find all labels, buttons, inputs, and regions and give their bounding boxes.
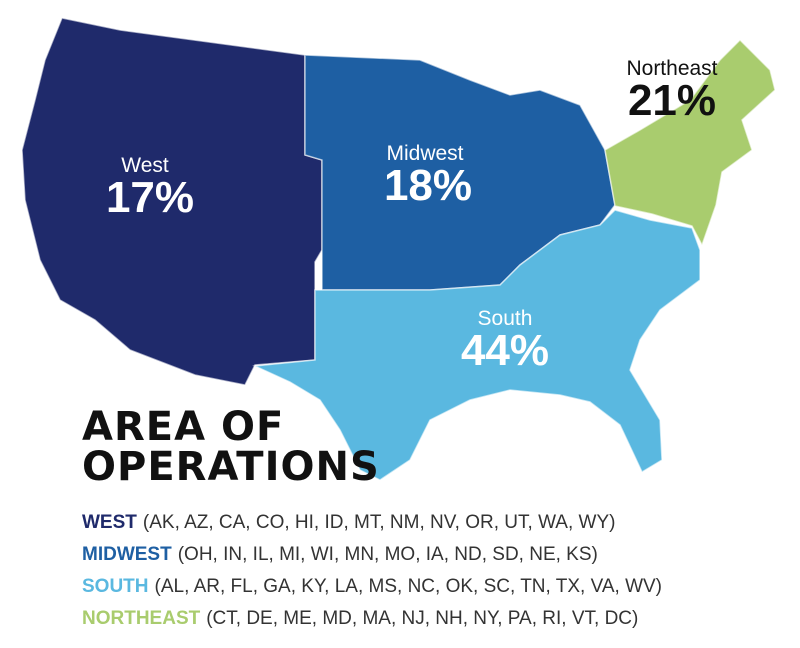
legend-entry: SOUTH (AL, AR, FL, GA, KY, LA, MS, NC, OK… bbox=[82, 576, 662, 597]
legend-key: WEST bbox=[82, 512, 137, 533]
region-share: 21% bbox=[628, 76, 716, 125]
legend-entry: MIDWEST (OH, IN, IL, MI, WI, MN, MO, IA, … bbox=[82, 544, 598, 565]
region-share: 44% bbox=[461, 326, 549, 375]
legend-states: (CT, DE, ME, MD, MA, NJ, NH, NY, PA, RI,… bbox=[206, 608, 638, 629]
legend-states: (OH, IN, IL, MI, WI, MN, MO, IA, ND, SD,… bbox=[178, 544, 598, 565]
region-share: 18% bbox=[384, 161, 472, 210]
legend-states: (AK, AZ, CA, CO, HI, ID, MT, NM, NV, OR,… bbox=[143, 512, 616, 533]
region-share: 17% bbox=[106, 173, 194, 222]
region-shape bbox=[604, 38, 776, 247]
region-name: South bbox=[478, 307, 533, 330]
region-name: Northeast bbox=[626, 57, 717, 80]
legend-entry: WEST (AK, AZ, CA, CO, HI, ID, MT, NM, NV,… bbox=[82, 512, 615, 533]
region-name: West bbox=[121, 154, 169, 177]
legend-key: MIDWEST bbox=[82, 544, 172, 565]
region-shape bbox=[252, 209, 701, 481]
legend-key: SOUTH bbox=[82, 576, 149, 597]
region-name: Midwest bbox=[386, 142, 463, 165]
legend-key: NORTHEAST bbox=[82, 608, 201, 629]
title-line: AREA OF bbox=[82, 404, 284, 450]
title-line: OPERATIONS bbox=[82, 444, 380, 490]
legend-entry: NORTHEAST (CT, DE, ME, MD, MA, NJ, NH, NY… bbox=[82, 608, 638, 629]
legend-states: (AL, AR, FL, GA, KY, LA, MS, NC, OK, SC,… bbox=[155, 576, 663, 597]
